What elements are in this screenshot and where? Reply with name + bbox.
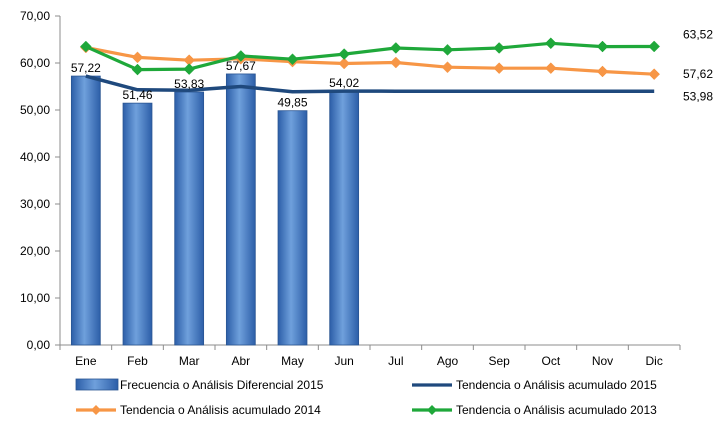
x-tick-label: Sep [488,354,510,368]
line-marker [596,40,609,53]
bar-data-label: 49,85 [277,96,307,110]
x-tick-label: Oct [541,354,560,368]
y-tick-label: 70,00 [20,9,50,23]
y-tick-label: 20,00 [20,244,50,258]
line-marker [389,42,402,54]
line-marker [493,42,506,54]
line-marker [389,56,402,69]
line-marker [338,57,351,70]
x-tick-label: Feb [127,354,148,368]
series-line [85,45,655,76]
series-end-label: 63,52 [683,27,713,41]
bar [174,91,205,346]
plot-area: 0,00 10,00 20,00 30,00 40,00 50,00 60,00 70,00 E… [20,9,713,368]
x-tick-label: Ene [75,354,97,368]
bar [70,75,101,346]
bar [329,90,360,346]
legend-label: Tendencia o Análisis acumulado 2014 [120,403,321,417]
legend-swatch-bar [75,378,119,391]
line-marker [441,61,454,74]
legend-swatch-marker [91,405,101,415]
legend: Frecuencia o Análisis Diferencial 2015 Te… [75,378,657,417]
bar-data-label: 53,83 [174,77,204,91]
series-end-label: 57,62 [683,67,713,81]
x-tick-label: Jun [334,354,353,368]
line-marker [131,63,144,76]
x-tick-label: Abr [231,354,250,368]
bar [122,102,153,346]
line-marker [596,65,609,78]
line-marker [79,40,92,53]
line-marker [648,68,661,81]
line-marker [544,37,557,50]
series-line [85,74,655,94]
legend-label: Frecuencia o Análisis Diferencial 2015 [120,378,324,392]
x-tick-label: May [281,354,304,368]
line-marker [183,63,196,75]
bar-data-label: 51,46 [122,88,152,102]
series-line [85,41,655,72]
x-tick-label: Nov [592,354,613,368]
line-marker [648,40,661,53]
bar-data-label: 54,02 [329,76,359,90]
y-tick-label: 60,00 [20,56,50,70]
y-tick-label: 30,00 [20,197,50,211]
x-tick-label: Ago [437,354,459,368]
y-tick-label: 50,00 [20,103,50,117]
legend-label: Tendencia o Análisis acumulado 2015 [456,378,657,392]
y-tick-label: 0,00 [27,338,51,352]
legend-label: Tendencia o Análisis acumulado 2013 [456,403,657,417]
bar [225,73,256,346]
x-tick-label: Jul [388,354,403,368]
series-end-label: 53,98 [683,89,713,103]
line-marker [286,53,299,66]
x-tick-label: Dic [645,354,662,368]
y-tick-label: 40,00 [20,150,50,164]
bar-data-label: 57,22 [71,61,101,75]
line-marker [131,51,144,64]
bar-data-label: 57,67 [226,59,256,73]
x-tick-label: Mar [179,354,200,368]
line-marker [338,48,351,60]
line-marker [544,62,557,75]
line-marker [441,43,454,56]
line-marker [234,50,247,62]
legend-swatch-marker [427,405,437,415]
line-marker [493,62,506,75]
y-tick-label: 10,00 [20,291,50,305]
bar [277,110,308,346]
